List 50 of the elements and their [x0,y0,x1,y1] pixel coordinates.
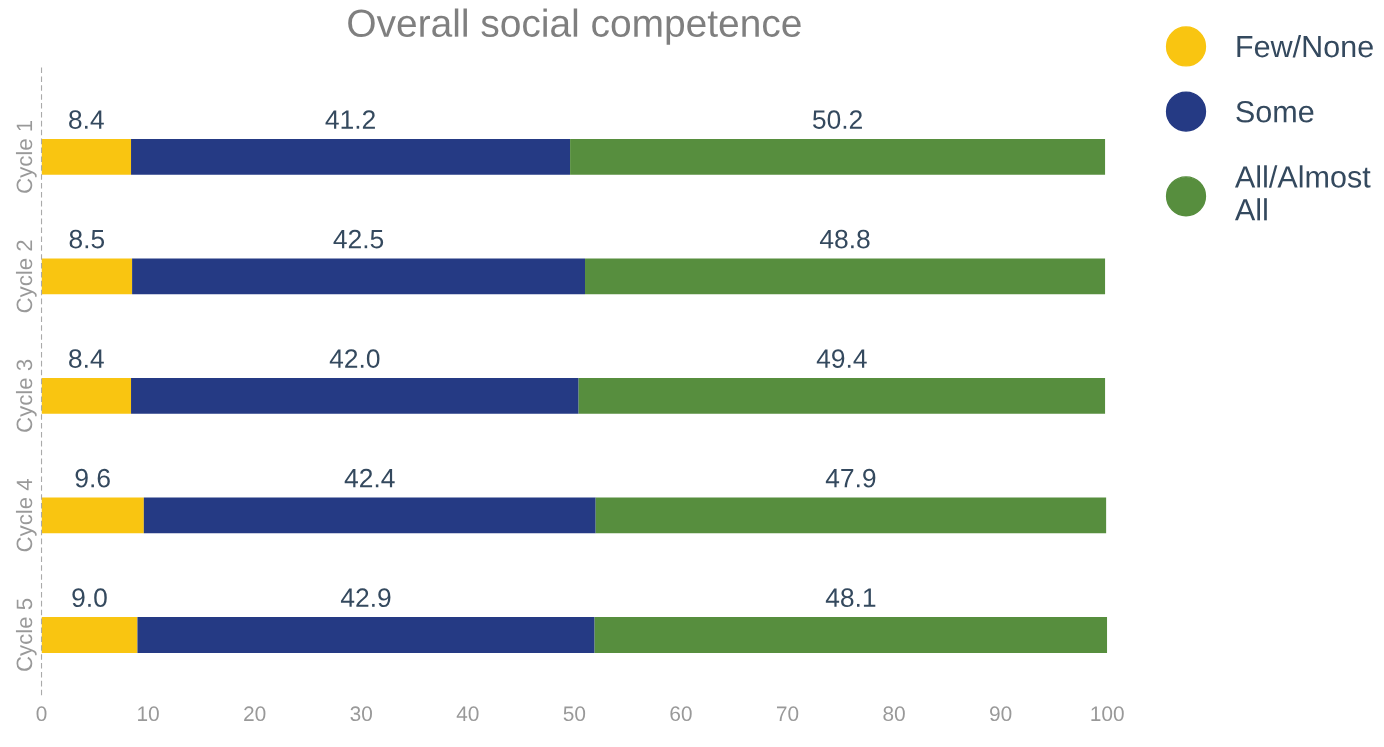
data-label: 48.8 [819,229,870,249]
x-tick-label: 80 [883,706,905,722]
bar [41,138,132,175]
y-tick-label: Cycle 1 [15,120,37,193]
data-label: 47.9 [825,468,876,488]
bar [131,377,579,414]
x-tick-label: 100 [1091,706,1124,722]
legend-label: Some [1236,100,1314,123]
data-label: 41.2 [325,110,375,129]
x-tick-label: 20 [244,706,266,722]
bar [578,377,1106,414]
bar [132,258,586,295]
legend-label: All/Almost All [1234,165,1371,221]
data-label: 8.5 [69,229,105,249]
data-label: 42.5 [333,229,384,249]
y-tick-label: Cycle 2 [15,240,37,313]
data-label: 9.0 [72,588,107,608]
data-label: 8.4 [69,349,104,368]
data-label: 48.1 [825,588,876,608]
data-label: 42.4 [344,468,395,488]
bar [41,377,132,414]
x-tick-label: 40 [456,706,479,722]
x-tick-label: 10 [138,706,159,722]
bar [137,617,595,653]
data-label: 49.4 [816,349,867,368]
y-tick-label: Cycle 4 [15,479,37,552]
data-label: 42.0 [329,349,380,368]
data-label: 9.6 [75,468,110,488]
bar [594,617,1108,653]
y-tick-label: Cycle 3 [15,359,37,432]
bar [41,617,138,653]
bar [585,258,1106,295]
bar [143,497,596,534]
bar [595,497,1107,534]
bar [131,138,571,175]
bar [570,138,1106,175]
chart-title: Overall social competence [348,8,801,45]
x-tick-label: 90 [990,706,1012,722]
x-tick-label: 0 [36,706,47,722]
x-tick-label: 60 [670,706,692,722]
y-tick-label: Cycle 5 [15,598,37,671]
x-tick-label: 30 [350,706,372,722]
data-label: 8.4 [69,110,104,129]
legend-label: Few/None [1237,34,1373,58]
data-label: 50.2 [812,110,862,129]
x-tick-label: 50 [563,706,586,722]
data-label: 42.9 [340,588,391,608]
bar [41,258,133,295]
bar [41,497,144,534]
x-tick-label: 70 [776,706,799,722]
